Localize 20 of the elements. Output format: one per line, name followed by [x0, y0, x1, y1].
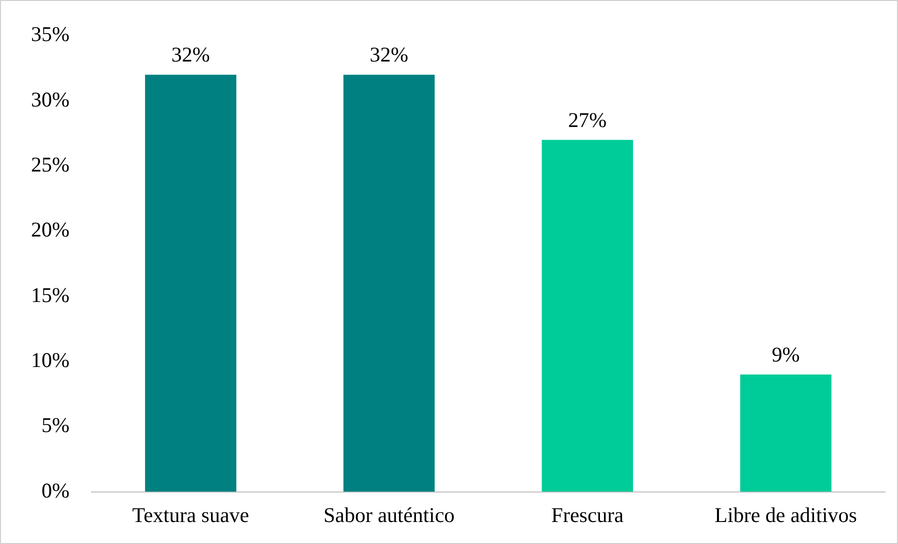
data-label: 9% — [772, 342, 800, 367]
bar — [145, 74, 236, 492]
y-tick-label: 25% — [30, 152, 70, 176]
x-tick-label: Sabor auténtico — [323, 502, 455, 527]
y-tick-label: 30% — [30, 87, 70, 112]
y-tick-label: 20% — [30, 218, 70, 242]
y-tick-label: 35% — [30, 22, 70, 46]
y-tick-label: 15% — [30, 282, 70, 307]
bar — [343, 74, 435, 492]
bar — [740, 374, 832, 492]
data-label: 32% — [171, 42, 210, 67]
y-tick-label: 10% — [30, 348, 70, 372]
y-tick-label: 5% — [41, 413, 70, 438]
x-tick-label: Frescura — [551, 502, 624, 527]
data-label: 27% — [568, 108, 607, 132]
y-tick-label: 0% — [41, 478, 70, 502]
data-label: 32% — [370, 42, 408, 67]
bar — [542, 140, 634, 492]
x-tick-label: Textura suave — [132, 502, 250, 527]
x-tick-label: Libre de aditivos — [714, 502, 857, 527]
